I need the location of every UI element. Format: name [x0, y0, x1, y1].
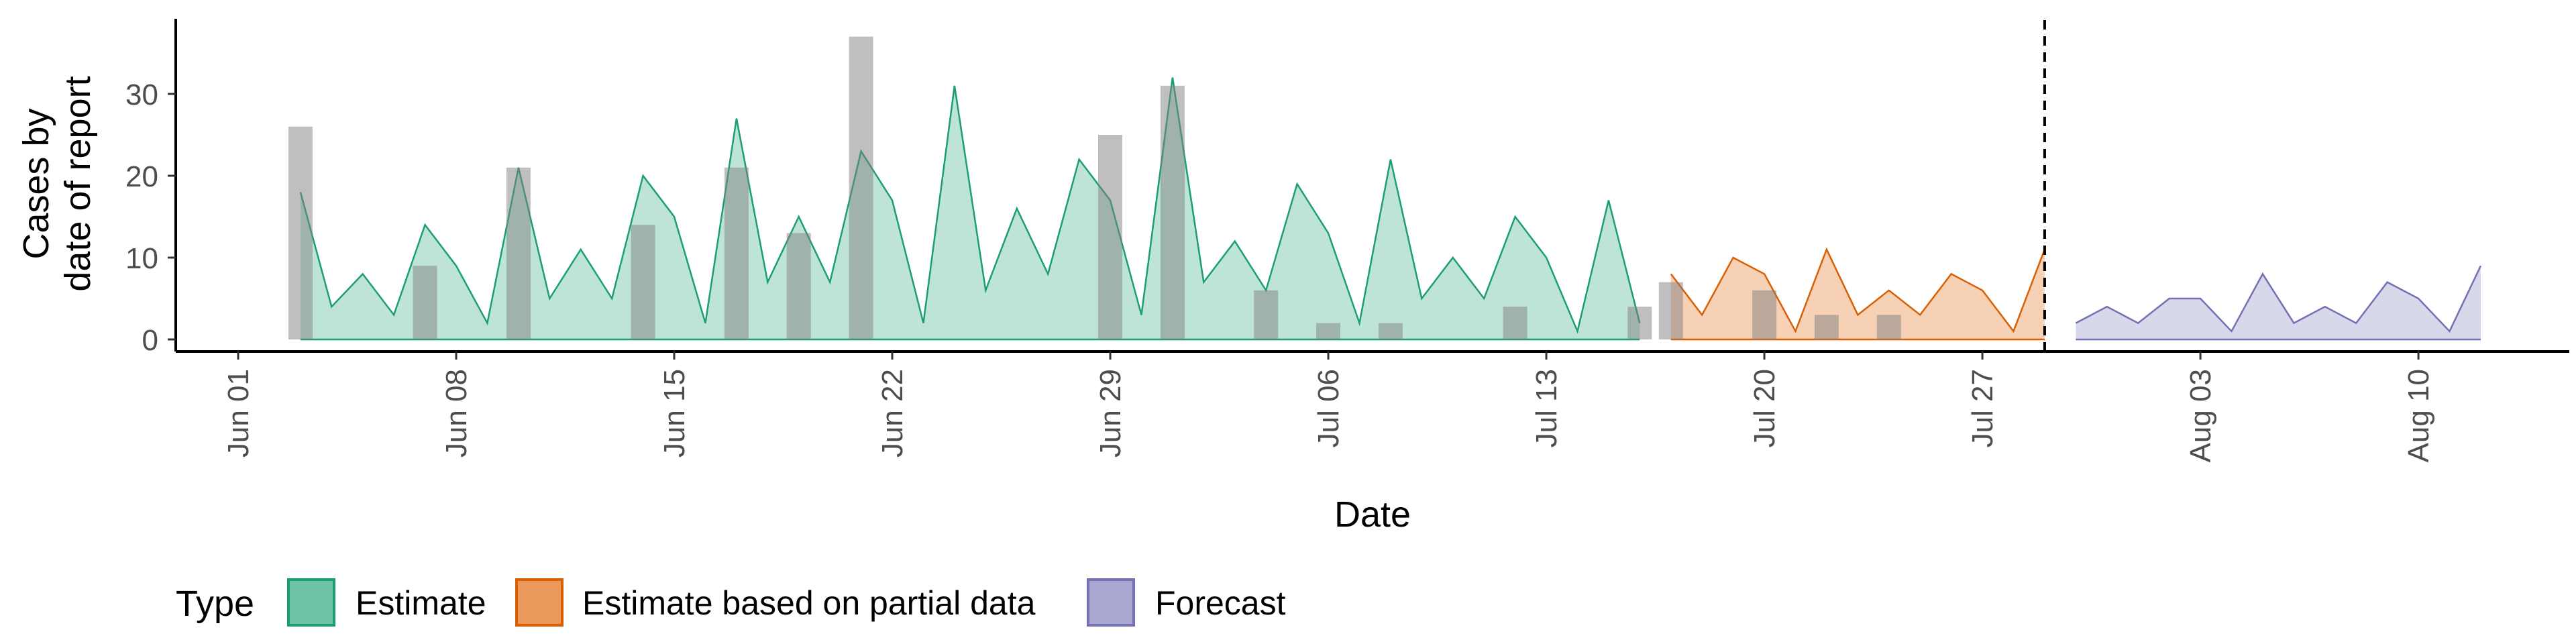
legend-key-estimate — [287, 578, 335, 627]
x-tick-label: Jun 22 — [876, 369, 909, 458]
reported-cases-bar — [631, 225, 655, 339]
x-tick-label: Jul 13 — [1530, 369, 1563, 447]
x-tick-label: Aug 03 — [2184, 369, 2217, 462]
area-series-1 — [1670, 249, 2045, 339]
reported-cases-bar — [1254, 290, 1279, 339]
reported-cases-bar — [1627, 307, 1652, 339]
line-series-1 — [1670, 247, 2046, 333]
reported-cases-bar — [1316, 323, 1340, 339]
legend-key-forecast — [1087, 578, 1135, 627]
reported-cases-bar — [1658, 282, 1683, 339]
reported-cases-bar — [413, 266, 437, 339]
axes — [174, 19, 2569, 353]
y-tick-label: 10 — [125, 242, 158, 275]
reported-cases-bar — [724, 167, 749, 340]
y-tick-label: 20 — [125, 160, 158, 193]
reported-cases-bar — [1503, 307, 1527, 339]
x-axis-title: Date — [1334, 494, 1411, 535]
x-tick-label: Jul 06 — [1312, 369, 1345, 447]
reported-cases-bar — [1752, 290, 1777, 339]
legend-key-partial — [515, 578, 564, 627]
reported-cases-bar — [786, 233, 811, 339]
x-tick-label: Aug 10 — [2402, 369, 2435, 462]
y-tick-label: 0 — [142, 324, 158, 357]
area-series-0 — [300, 77, 1640, 339]
y-tick-label: 30 — [125, 78, 158, 111]
reported-cases-bar — [1814, 315, 1839, 339]
reported-cases-bar — [849, 36, 873, 339]
reported-cases-bar — [1876, 315, 1901, 339]
x-tick-label: Jul 20 — [1748, 369, 1781, 447]
x-tick-label: Jun 01 — [222, 369, 255, 458]
reported-cases-bar — [506, 167, 531, 340]
x-tick-label: Jun 29 — [1094, 369, 1127, 458]
reported-cases-bar — [1098, 135, 1122, 339]
line-series-2 — [2075, 265, 2482, 333]
legend-title: Type — [176, 584, 254, 624]
legend-label-estimate: Estimate — [356, 584, 486, 622]
reported-cases-bar — [1160, 85, 1185, 340]
legend-label-forecast: Forecast — [1155, 584, 1286, 622]
plot-area — [288, 20, 2482, 352]
axis-ticks: 0 10 20 30 Jun 01 Jun 08 Jun 15 Jun 22 Jun 29 Jul… — [125, 78, 2435, 462]
y-axis-title-line-2: date of report — [58, 76, 98, 291]
x-tick-label: Jul 27 — [1966, 369, 1999, 447]
x-tick-label: Jun 15 — [658, 369, 691, 458]
x-tick-label: Jun 08 — [440, 369, 473, 458]
legend-label-partial: Estimate based on partial data — [582, 584, 1036, 622]
y-axis-title-line-1: Cases by — [16, 108, 56, 259]
reported-cases-bar — [288, 126, 313, 340]
reported-cases-bar — [1378, 323, 1403, 339]
area-series-2 — [2076, 266, 2481, 339]
legend: Type Estimate Estimate based on partial … — [176, 578, 1286, 627]
